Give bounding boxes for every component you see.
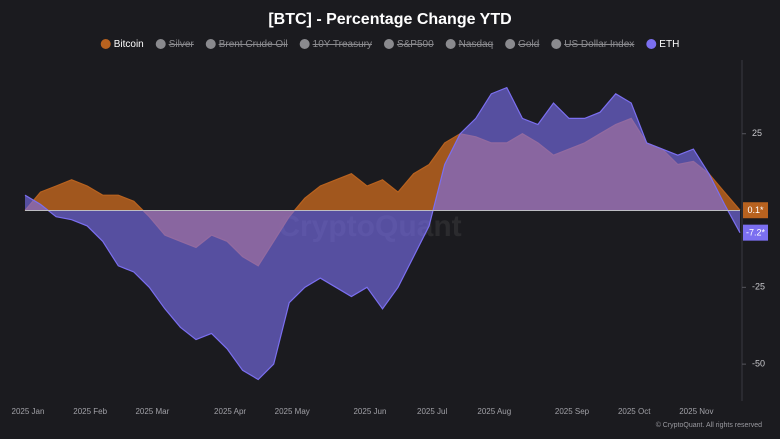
x-tick-label: 2025 May bbox=[275, 407, 310, 416]
x-tick-label: 2025 Nov bbox=[679, 407, 713, 416]
legend-label: Bitcoin bbox=[114, 39, 144, 50]
line bbox=[24, 86, 741, 381]
legend-dot bbox=[155, 39, 166, 49]
end-label: 0.1* bbox=[747, 205, 764, 215]
y-tick-label: -25 bbox=[752, 282, 765, 292]
x-tick-label: 2025 Feb bbox=[73, 407, 107, 416]
legend-item[interactable]: 10Y Treasury bbox=[299, 39, 372, 50]
x-tick-label: 2025 Aug bbox=[477, 407, 511, 416]
legend-label: ETH bbox=[659, 39, 679, 50]
legend: Bitcoin Silver Brent Crude Oil 10Y Treasury… bbox=[100, 39, 679, 50]
y-tick-label: -50 bbox=[752, 359, 765, 369]
plot-area: -50 -25 25 2025 Jan 2025 Feb 2025 Mar 2025 Apr… bbox=[12, 60, 768, 416]
x-tick-label: 2025 Oct bbox=[618, 407, 651, 416]
legend-item[interactable]: Bitcoin bbox=[100, 39, 144, 50]
legend-item[interactable]: ETH bbox=[646, 39, 679, 50]
x-tick-label: 2025 Sep bbox=[555, 407, 590, 416]
x-tick-label: 2025 Jan bbox=[12, 407, 45, 416]
end-label-box bbox=[743, 202, 768, 219]
legend-item[interactable]: US Dollar Index bbox=[551, 39, 635, 50]
x-tick-label: 2025 Jul bbox=[417, 407, 447, 416]
end-label: -7.2* bbox=[746, 228, 766, 238]
legend-dot bbox=[551, 39, 562, 49]
footer: © CryptoQuant. All rights reserved bbox=[656, 421, 762, 429]
legend-dot bbox=[445, 39, 456, 49]
legend-item[interactable]: S&P500 bbox=[383, 39, 434, 50]
legend-dot bbox=[205, 39, 216, 49]
legend-item[interactable]: Silver bbox=[155, 39, 195, 50]
x-tick-label: 2025 Jun bbox=[353, 407, 386, 416]
x-tick-label: 2025 Apr bbox=[214, 407, 246, 416]
end-label-box bbox=[743, 224, 768, 241]
legend-dot bbox=[505, 39, 516, 49]
legend-item[interactable]: Brent Crude Oil bbox=[205, 39, 288, 50]
chart-title: [BTC] - Percentage Change YTD bbox=[268, 11, 511, 28]
legend-dot bbox=[100, 39, 111, 49]
area bbox=[25, 87, 740, 380]
y-tick-label: 25 bbox=[752, 128, 762, 138]
legend-dot bbox=[383, 39, 394, 49]
legend-dot bbox=[646, 39, 657, 49]
legend-item[interactable]: Gold bbox=[505, 39, 540, 50]
legend-dot bbox=[299, 39, 310, 49]
x-tick-label: 2025 Mar bbox=[135, 407, 169, 416]
legend-item[interactable]: Nasdaq bbox=[445, 39, 494, 50]
